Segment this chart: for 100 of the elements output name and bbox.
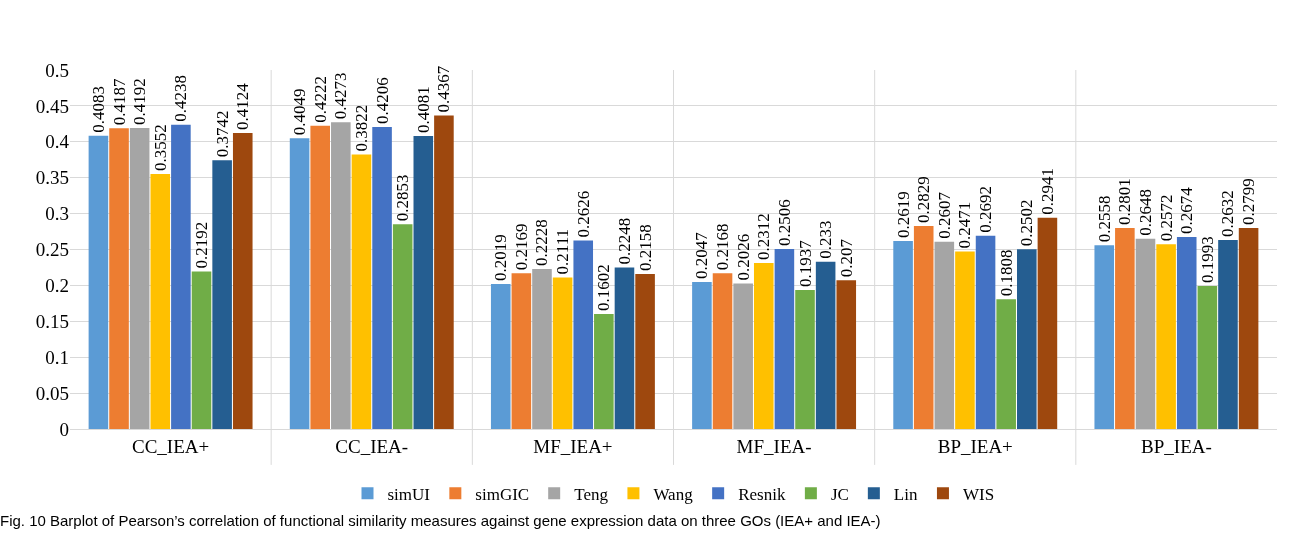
bar [815, 261, 836, 429]
data-label: 0.2506 [774, 199, 794, 247]
data-label: 0.2853 [393, 174, 413, 222]
bar [975, 235, 996, 429]
data-label: 0.1808 [996, 249, 1016, 297]
data-label: 0.2572 [1156, 194, 1176, 242]
legend-label: JC [830, 484, 849, 504]
legend-label: WIS [962, 484, 995, 504]
bar [129, 128, 150, 429]
bar [753, 263, 774, 429]
data-label: 0.4222 [310, 76, 330, 123]
data-label: 0.1937 [795, 239, 815, 287]
y-tick-label: 0.15 [35, 310, 69, 332]
bar [392, 224, 413, 429]
bar [511, 273, 532, 429]
bar [774, 249, 795, 429]
data-label: 0.2168 [713, 223, 733, 271]
data-label: 0.2312 [754, 213, 774, 260]
data-label: 0.2941 [1037, 168, 1057, 215]
bar [1037, 217, 1058, 429]
data-label: 0.3822 [351, 104, 371, 152]
x-tick-label: CC_IEA- [335, 435, 409, 457]
legend-label: Resnik [738, 484, 786, 504]
bar [232, 132, 253, 429]
bar [413, 135, 434, 429]
bar [692, 282, 712, 429]
y-tick-label: 0.1 [45, 346, 69, 368]
bar [893, 240, 913, 429]
bar [836, 280, 857, 429]
y-tick-label: 0.45 [35, 95, 69, 117]
bar [434, 115, 454, 429]
bar [955, 251, 975, 429]
data-label: 0.2674 [1177, 186, 1197, 235]
y-tick-label: 0.3 [45, 203, 69, 225]
bar [934, 241, 955, 429]
bar [573, 240, 594, 429]
caption: Fig. 10 Barplot of Pearson’s correlation of functional similarity measures against gene expression data on three GOs (IEA+ and IEA-) [0, 512, 881, 529]
data-label: 0.4083 [88, 86, 108, 133]
bar [372, 127, 392, 429]
y-tick-label: 0.4 [45, 131, 70, 153]
bar [191, 271, 212, 429]
data-label: 0.2192 [192, 221, 212, 269]
data-label: 0.2607 [934, 191, 954, 239]
data-label: 0.4367 [434, 65, 454, 113]
data-label: 0.2692 [976, 185, 996, 233]
bar [109, 128, 129, 429]
data-label: 0.3742 [212, 110, 232, 158]
bar [733, 283, 753, 429]
data-label: 0.2228 [532, 219, 552, 267]
data-label: 0.1602 [594, 264, 614, 311]
data-label: 0.2248 [614, 217, 634, 265]
bar [1115, 227, 1135, 429]
bar [712, 273, 733, 429]
bar [331, 122, 351, 429]
bar [1176, 237, 1197, 429]
data-label: 0.2799 [1239, 178, 1259, 226]
data-label: 0.4049 [290, 88, 310, 136]
y-tick-label: 0.35 [35, 167, 69, 189]
bar [552, 277, 573, 429]
bar [1094, 245, 1115, 429]
data-label: 0.2619 [893, 191, 913, 238]
bar [1218, 240, 1238, 429]
y-tick-label: 0.2 [45, 275, 69, 297]
bar [1197, 285, 1218, 429]
bar [490, 284, 511, 429]
bar [795, 289, 815, 429]
data-label: 0.4187 [109, 78, 129, 126]
data-label: 0.4238 [171, 74, 191, 122]
x-tick-label: BP_IEA- [1141, 435, 1212, 457]
y-tick-label: 0.05 [35, 382, 69, 404]
data-label: 0.2558 [1094, 195, 1114, 243]
legend-label: Lin [893, 484, 918, 504]
data-label: 0.2801 [1115, 178, 1135, 225]
x-tick-label: BP_IEA+ [937, 435, 1013, 457]
x-tick-label: MF_IEA+ [533, 435, 613, 457]
data-label: 0.2648 [1135, 189, 1155, 236]
bar [614, 267, 635, 429]
y-tick-label: 0.25 [35, 239, 69, 261]
data-label: 0.4273 [331, 72, 351, 120]
data-label: 0.2026 [733, 233, 753, 281]
data-label: 0.4124 [233, 82, 253, 130]
bar [1238, 228, 1259, 429]
x-tick-label: CC_IEA+ [131, 435, 210, 457]
bar [996, 299, 1016, 429]
bar [1017, 249, 1037, 429]
data-label: 0.207 [836, 238, 856, 278]
legend-label: simUI [387, 484, 431, 504]
legend-label: Teng [574, 484, 609, 504]
data-label: 0.2019 [491, 234, 511, 282]
data-label: 0.3552 [150, 124, 170, 171]
y-tick-label: 0.5 [45, 59, 69, 81]
bar [594, 313, 614, 429]
bar [310, 125, 330, 429]
bar [913, 225, 934, 429]
data-label: 0.2111 [553, 228, 573, 275]
y-tick-label: 0 [59, 418, 69, 440]
bar [171, 124, 191, 429]
data-label: 0.4192 [130, 78, 150, 126]
data-label: 0.2169 [511, 223, 531, 271]
data-label: 0.2158 [635, 224, 655, 272]
